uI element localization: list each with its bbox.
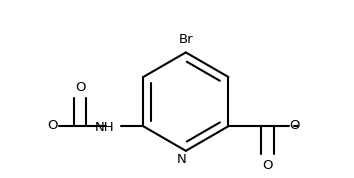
Text: N: N xyxy=(176,153,186,166)
Text: Br: Br xyxy=(178,33,193,46)
Text: O: O xyxy=(290,119,300,132)
Text: NH: NH xyxy=(95,121,114,134)
Text: O: O xyxy=(47,119,58,132)
Text: O: O xyxy=(262,159,273,172)
Text: O: O xyxy=(75,81,85,94)
